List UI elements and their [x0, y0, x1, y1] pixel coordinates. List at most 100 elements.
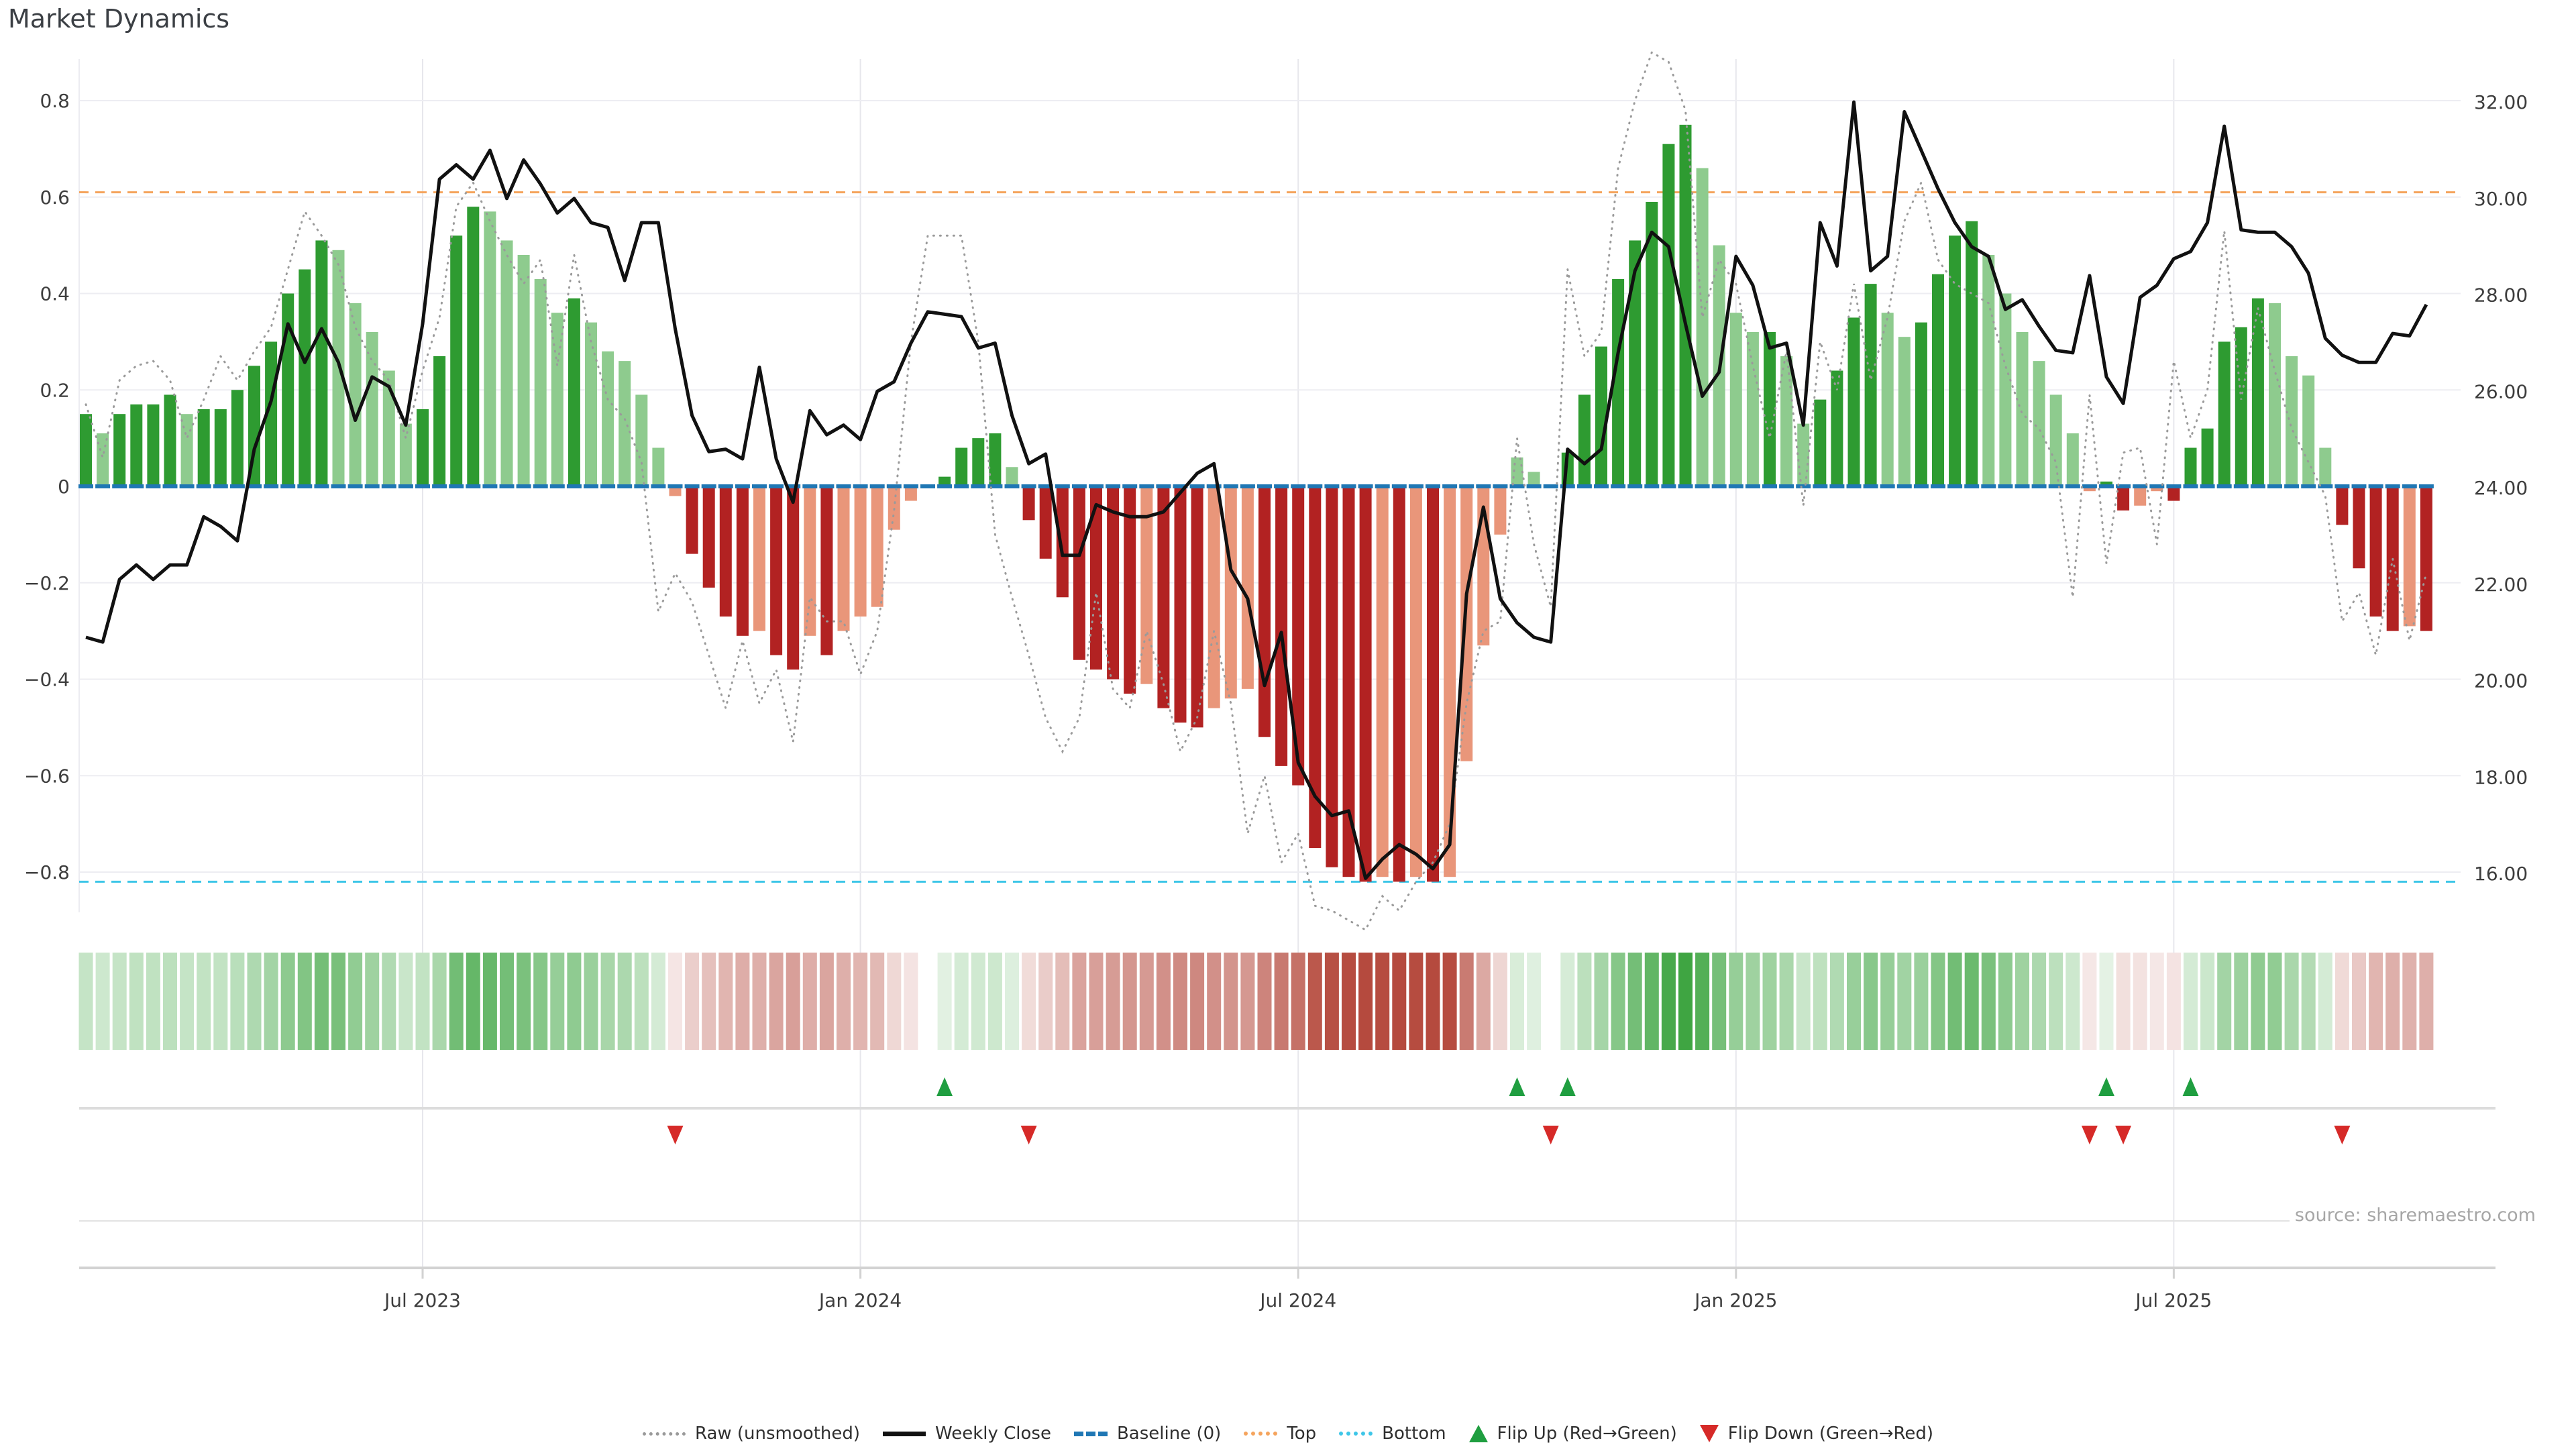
baseline-dash: [869, 484, 885, 488]
heatmap-cell: [1089, 953, 1104, 1050]
baseline-dash: [549, 484, 565, 488]
dynamics-bar: [214, 409, 227, 486]
source-note: source: sharemaestro.com: [2289, 1205, 2541, 1226]
baseline-dash: [2216, 484, 2232, 488]
heatmap-cell: [2217, 953, 2232, 1050]
baseline-dash: [886, 484, 902, 488]
legend-item-bottom: Bottom: [1339, 1424, 1446, 1444]
baseline-dash: [2116, 484, 2131, 488]
baseline-dash: [1509, 484, 1525, 488]
dynamics-bar: [197, 409, 210, 486]
baseline-dash: [1223, 484, 1238, 488]
dynamics-bar: [113, 414, 126, 486]
dynamics-bar: [1898, 337, 1911, 486]
right-axis-tick-label: 24.00: [2474, 477, 2528, 499]
dynamics-bar: [2066, 433, 2079, 486]
baseline-dash: [129, 484, 144, 488]
heatmap-cell: [1661, 953, 1676, 1050]
heatmap-cell: [1291, 953, 1305, 1050]
dynamics-bar: [1309, 486, 1322, 849]
heatmap-cell: [348, 953, 363, 1050]
heatmap-cell: [685, 953, 700, 1050]
heatmap-cell: [1459, 953, 1474, 1050]
heatmap-cell: [331, 953, 345, 1050]
baseline-dash: [1291, 484, 1306, 488]
dynamics-bar: [1966, 221, 1978, 486]
baseline-dash: [2065, 484, 2080, 488]
heatmap-cell: [1611, 953, 1625, 1050]
dynamics-bar: [2336, 486, 2349, 525]
dynamics-bar: [467, 207, 480, 486]
heatmap-cell: [2184, 953, 2198, 1050]
heatmap-cell: [2385, 953, 2400, 1050]
legend-label: Baseline (0): [1116, 1424, 1222, 1444]
baseline-dash: [331, 484, 346, 488]
baseline-dash: [1695, 484, 1710, 488]
baseline-dash: [819, 484, 835, 488]
legend-label: Top: [1287, 1424, 1317, 1444]
dynamics-bar: [1527, 472, 1540, 486]
baseline-dash: [95, 484, 111, 488]
heatmap-cell: [112, 953, 127, 1050]
heatmap-cell: [2334, 953, 2349, 1050]
baseline-dash: [2267, 484, 2282, 488]
heatmap-cell: [1931, 953, 1945, 1050]
baseline-dash: [2250, 484, 2265, 488]
dynamics-bar: [820, 486, 833, 655]
heatmap-cell: [987, 953, 1002, 1050]
baseline-dash: [1055, 484, 1070, 488]
chart-legend: Raw (unsmoothed) Weekly Close Baseline (…: [0, 1424, 2576, 1444]
dynamics-bar: [1847, 317, 1860, 486]
dynamics-bar: [130, 404, 143, 486]
baseline-dash: [987, 484, 1003, 488]
right-axis-tick-label: 16.00: [2474, 863, 2528, 885]
dynamics-bar: [1090, 486, 1102, 670]
baseline-dash: [2418, 484, 2434, 488]
baseline-dash: [499, 484, 515, 488]
flip-up-marker: [2098, 1077, 2114, 1096]
heatmap-cell: [1392, 953, 1407, 1050]
dynamics-bar: [1814, 399, 1827, 486]
heatmap-cell: [1274, 953, 1289, 1050]
right-axis-tick-label: 32.00: [2474, 91, 2528, 113]
baseline-dash: [162, 484, 178, 488]
baseline-dash: [415, 484, 430, 488]
dynamics-bar: [2083, 486, 2096, 492]
heatmap-cell: [786, 953, 800, 1050]
baseline-dash: [1274, 484, 1289, 488]
baseline-dash: [1324, 484, 1340, 488]
baseline-dash: [1661, 484, 1676, 488]
x-axis-tick-label: Jul 2025: [2134, 1289, 2212, 1311]
heatmap-cell: [2267, 953, 2282, 1050]
dynamics-bar: [2033, 361, 2045, 486]
heatmap-cell: [1695, 953, 1710, 1050]
dynamics-bar: [180, 414, 193, 486]
heatmap-cell: [2284, 953, 2299, 1050]
baseline-dash: [1038, 484, 1053, 488]
baseline-dash: [1156, 484, 1171, 488]
dynamics-bar: [1326, 486, 1338, 867]
baseline-dash: [1459, 484, 1474, 488]
heatmap-cell: [1762, 953, 1777, 1050]
dynamics-bar: [719, 486, 732, 617]
heatmap-cell: [550, 953, 565, 1050]
baseline-dash: [381, 484, 396, 488]
dynamics-bar: [534, 278, 547, 486]
heatmap-cell: [668, 953, 682, 1050]
heatmap-cell: [1055, 953, 1070, 1050]
dynamics-bar: [1881, 313, 1894, 486]
dynamics-bar: [147, 404, 160, 486]
baseline-dash: [600, 484, 616, 488]
dynamics-bar: [2286, 356, 2298, 486]
right-axis-tick-label: 26.00: [2474, 380, 2528, 402]
heatmap-cell: [1880, 953, 1895, 1050]
dynamics-bar: [585, 322, 597, 486]
dynamics-bar: [1073, 486, 1085, 660]
baseline-dash: [2166, 484, 2182, 488]
dynamics-bar: [1932, 274, 1944, 486]
dynamics-bar: [1275, 486, 1288, 766]
left-axis-tick-label: 0.6: [40, 186, 70, 209]
baseline-dash: [1981, 484, 1996, 488]
baseline-dash: [1560, 484, 1575, 488]
